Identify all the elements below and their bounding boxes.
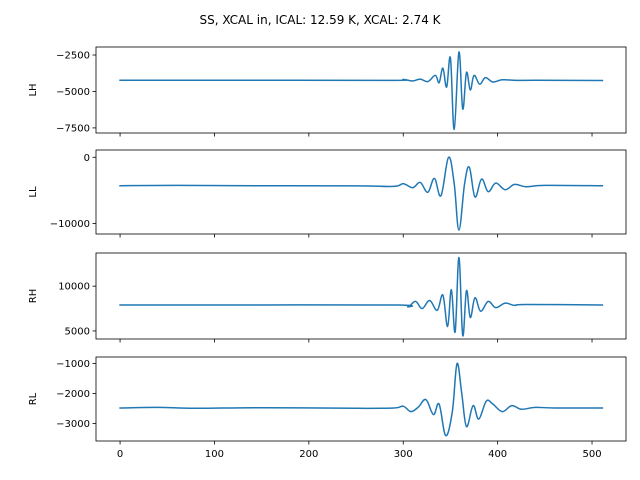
y-axis-label: LH: [28, 83, 39, 96]
x-tick-label: 400: [488, 449, 507, 460]
subplot-rl: −3000 −2000 −1000 0 100 200 300 400 500 RL: [28, 356, 627, 460]
subplot-lh: −7500 −5000 −2500 LH: [28, 46, 627, 137]
y-tick-label: −5000: [56, 87, 90, 98]
subplots: −7500−5000−2500LH−100000LL500010000RH−30…: [28, 46, 627, 460]
axes-frame-rh: [95, 252, 627, 340]
y-tick-label: −2500: [56, 51, 90, 62]
y-tick-label: −7500: [56, 123, 90, 134]
y-tick-label: −2000: [56, 389, 90, 400]
y-axis-label: LL: [28, 186, 39, 198]
x-tick-label: 300: [394, 449, 413, 460]
x-tick-label: 100: [205, 449, 224, 460]
series-line-ll: [119, 156, 604, 231]
series-line-rl: [119, 362, 604, 437]
y-tick-label: −3000: [56, 419, 90, 430]
y-tick-label: 10000: [58, 282, 90, 293]
y-tick-label: 0: [84, 153, 90, 164]
series-line-rh: [119, 256, 604, 337]
series-line-lh: [119, 51, 604, 131]
axes-frame-lh: [95, 46, 627, 134]
figure-title: SS, XCAL in, ICAL: 12.59 K, XCAL: 2.74 K: [199, 13, 441, 27]
axes-frame-ll: [95, 149, 627, 235]
y-tick-label: 5000: [65, 326, 90, 337]
y-tick-label: −1000: [56, 359, 90, 370]
y-axis-label: RH: [28, 289, 39, 303]
axes-frame-rl: [95, 356, 627, 442]
x-tick-label: 0: [117, 449, 123, 460]
x-tick-label: 500: [582, 449, 601, 460]
subplot-ll: −10000 0 LL: [28, 149, 627, 238]
subplot-rh: 5000 10000 RH: [28, 252, 627, 343]
y-tick-label: −10000: [50, 219, 90, 230]
y-axis-label: RL: [28, 392, 39, 405]
x-tick-label: 200: [299, 449, 318, 460]
